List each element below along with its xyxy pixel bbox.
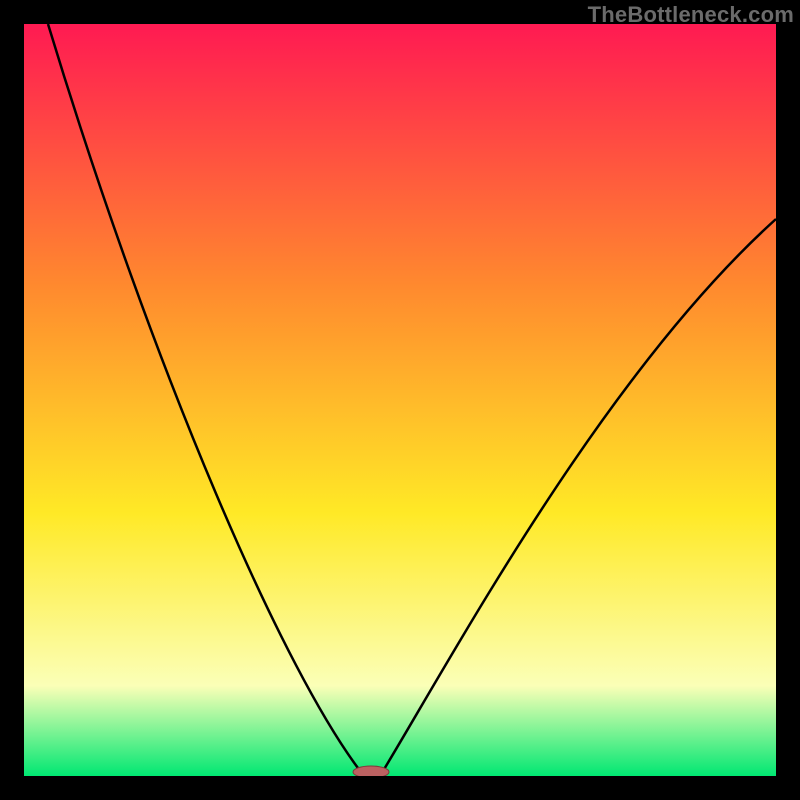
bottleneck-curve-chart (24, 24, 776, 776)
gradient-background (24, 24, 776, 776)
minimum-marker (353, 766, 389, 776)
watermark-text: TheBottleneck.com (588, 2, 794, 28)
chart-frame: TheBottleneck.com (0, 0, 800, 800)
plot-area (24, 24, 776, 776)
